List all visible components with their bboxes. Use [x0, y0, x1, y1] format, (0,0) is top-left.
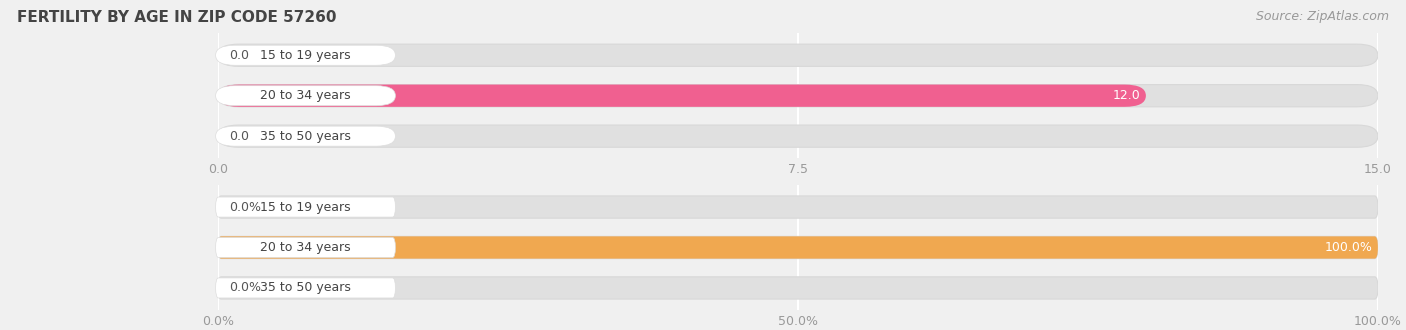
- Text: 0.0%: 0.0%: [229, 281, 262, 294]
- FancyBboxPatch shape: [215, 126, 395, 146]
- Text: 15 to 19 years: 15 to 19 years: [260, 49, 352, 62]
- FancyBboxPatch shape: [218, 44, 1378, 66]
- Text: 35 to 50 years: 35 to 50 years: [260, 281, 352, 294]
- Text: 12.0: 12.0: [1112, 89, 1140, 102]
- Text: 0.0: 0.0: [229, 130, 249, 143]
- Text: Source: ZipAtlas.com: Source: ZipAtlas.com: [1256, 10, 1389, 23]
- FancyBboxPatch shape: [215, 238, 395, 257]
- Text: 35 to 50 years: 35 to 50 years: [260, 130, 352, 143]
- Text: 15 to 19 years: 15 to 19 years: [260, 201, 352, 214]
- FancyBboxPatch shape: [218, 277, 1378, 299]
- Text: 0.0: 0.0: [229, 49, 249, 62]
- FancyBboxPatch shape: [215, 197, 395, 217]
- FancyBboxPatch shape: [218, 236, 1378, 259]
- Text: 20 to 34 years: 20 to 34 years: [260, 89, 352, 102]
- FancyBboxPatch shape: [218, 236, 1378, 259]
- FancyBboxPatch shape: [218, 84, 1146, 107]
- FancyBboxPatch shape: [218, 125, 1378, 147]
- FancyBboxPatch shape: [215, 45, 395, 65]
- Text: FERTILITY BY AGE IN ZIP CODE 57260: FERTILITY BY AGE IN ZIP CODE 57260: [17, 10, 336, 25]
- Text: 100.0%: 100.0%: [1324, 241, 1372, 254]
- FancyBboxPatch shape: [218, 196, 1378, 218]
- FancyBboxPatch shape: [215, 278, 395, 298]
- Text: 20 to 34 years: 20 to 34 years: [260, 241, 352, 254]
- FancyBboxPatch shape: [218, 84, 1378, 107]
- FancyBboxPatch shape: [215, 86, 395, 106]
- Text: 0.0%: 0.0%: [229, 201, 262, 214]
